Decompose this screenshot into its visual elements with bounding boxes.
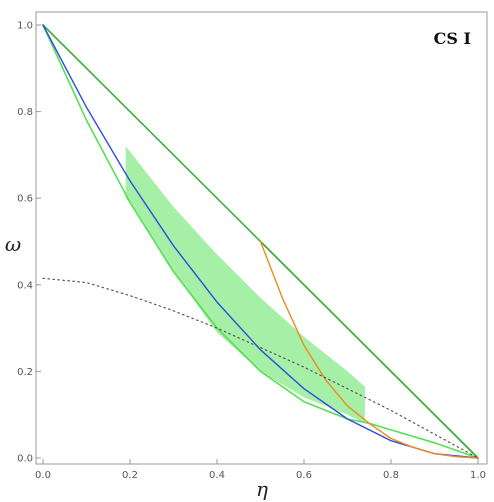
y-tick-label: 0.8 <box>17 107 33 118</box>
y-tick-label: 0.0 <box>17 454 33 465</box>
y-axis-label: ω <box>5 232 21 256</box>
series-green-line-1 <box>259 240 479 459</box>
x-tick-label: 0.8 <box>383 470 399 481</box>
axis-ticks: 0.0 0.2 0.4 0.6 0.8 1.0 0.0 0.2 0.4 0.6 0.8 1.0 <box>17 21 486 482</box>
band-layer <box>125 146 365 424</box>
x-tick-label: 1.0 <box>470 470 486 481</box>
y-tick-label: 0.4 <box>17 280 33 291</box>
series-orange-line-4 <box>259 240 479 459</box>
shaded-band <box>125 146 365 424</box>
x-tick-label: 0.2 <box>122 470 138 481</box>
x-tick-label: 0.6 <box>296 470 312 481</box>
plot-frame <box>35 11 488 465</box>
y-tick-label: 1.0 <box>17 21 33 32</box>
series-dotted-line-5 <box>42 277 479 459</box>
x-tick-label: 0.4 <box>209 470 225 481</box>
chart-annotation: CS I <box>434 29 471 48</box>
series-light-green-line-2 <box>42 24 479 459</box>
series-layer <box>42 24 479 459</box>
y-tick-label: 0.2 <box>17 367 33 378</box>
x-axis-label: η <box>256 477 268 501</box>
y-tick-label: 0.6 <box>17 194 33 205</box>
x-tick-label: 0.0 <box>35 470 51 481</box>
